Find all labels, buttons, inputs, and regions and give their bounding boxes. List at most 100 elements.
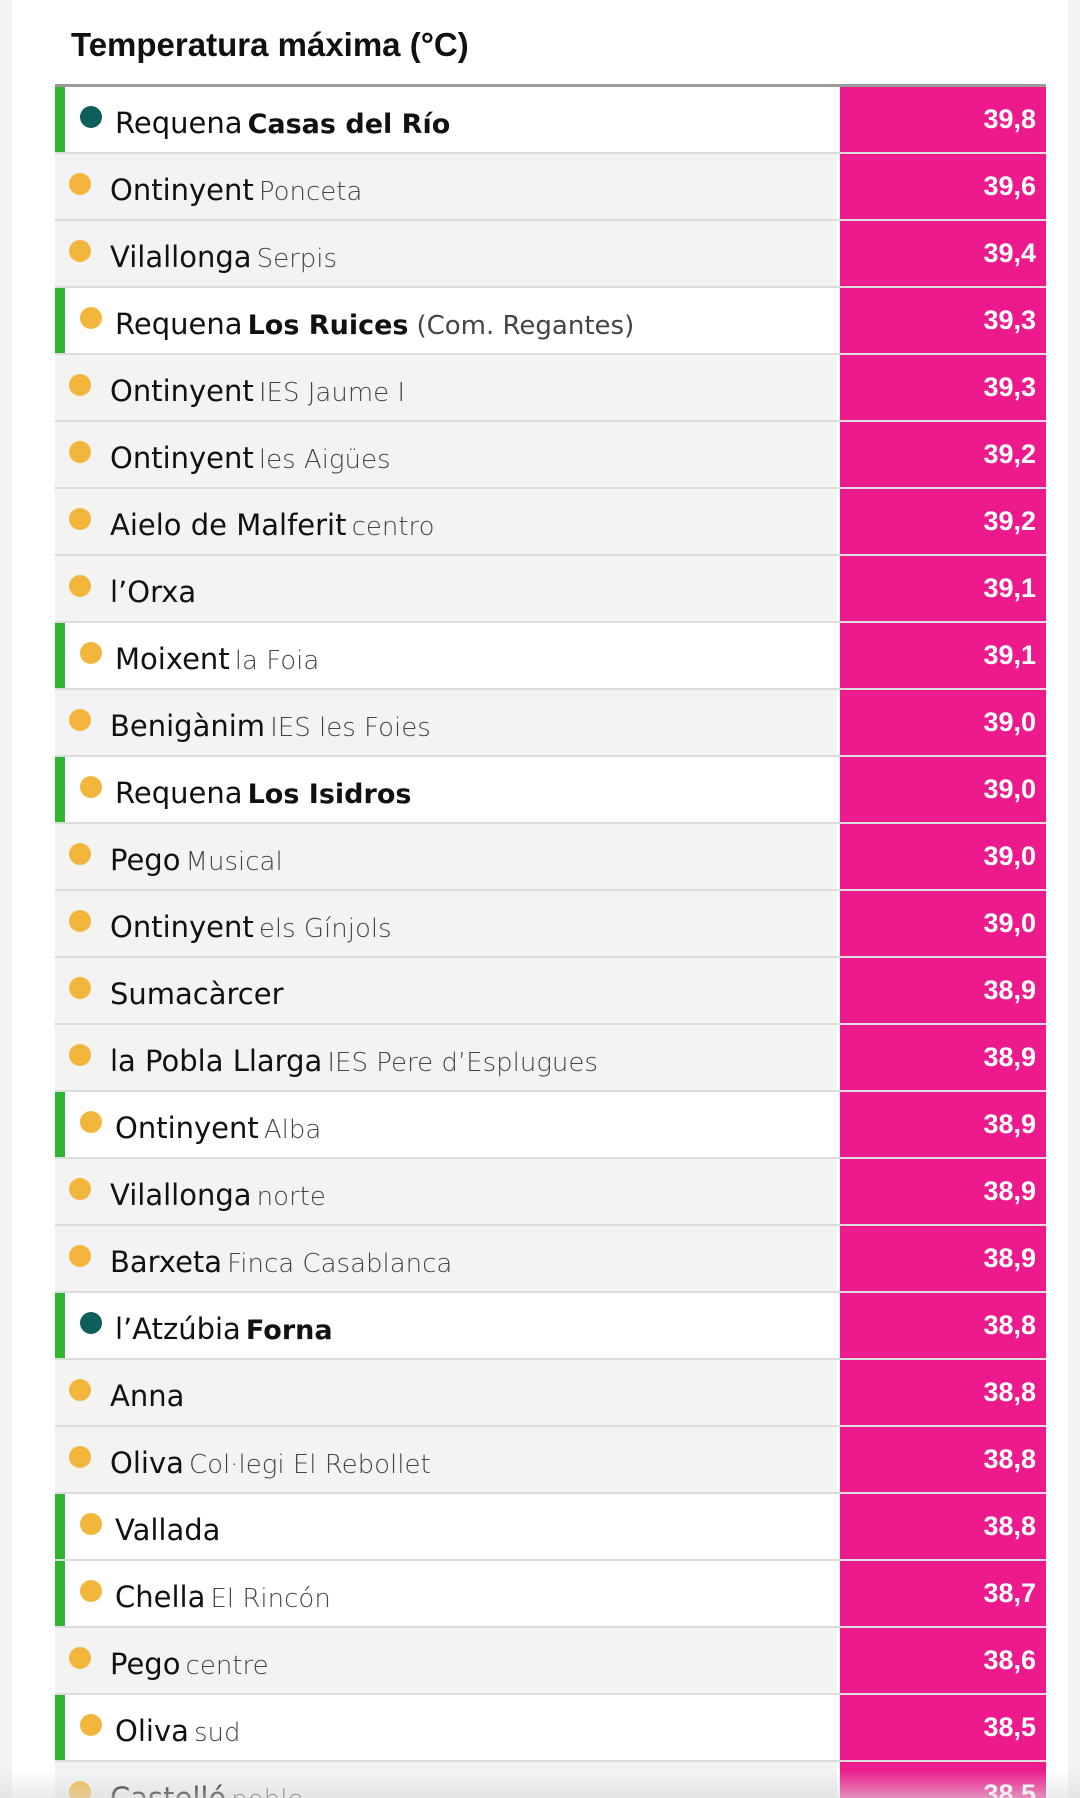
station-label: Ontinyent les Aigües bbox=[110, 422, 391, 499]
station-name-cell[interactable]: Vilallonga norte bbox=[55, 1159, 837, 1224]
sun-dot-icon bbox=[69, 1178, 91, 1200]
station-label: Requena Casas del Río bbox=[115, 87, 450, 164]
location-name: Alba bbox=[263, 1115, 322, 1145]
temperature-value: 38,9 bbox=[840, 1226, 1046, 1291]
sun-dot-icon bbox=[69, 1781, 91, 1798]
table-row[interactable]: Anna 38,8 bbox=[55, 1360, 1046, 1427]
temperature-value: 39,0 bbox=[840, 891, 1046, 956]
station-name-cell[interactable]: Oliva sud bbox=[55, 1695, 837, 1760]
table-row[interactable]: Ontinyent les Aigües 39,2 bbox=[55, 422, 1046, 489]
temperature-value: 38,9 bbox=[840, 1159, 1046, 1224]
table-row[interactable]: Benigànim IES les Foies 39,0 bbox=[55, 690, 1046, 757]
table-row[interactable]: la Pobla Llarga IES Pere d’Esplugues 38,9 bbox=[55, 1025, 1046, 1092]
town-name: Aielo de Malferit bbox=[110, 508, 347, 542]
station-label: Vallada bbox=[115, 1494, 220, 1571]
town-name: Sumacàrcer bbox=[110, 977, 284, 1011]
sun-dot-icon bbox=[80, 1714, 102, 1736]
station-label: Requena Los Isidros bbox=[115, 757, 411, 834]
town-name: Vilallonga bbox=[110, 1178, 252, 1212]
table-row[interactable]: Pego centre 38,6 bbox=[55, 1628, 1046, 1695]
sun-dot-icon bbox=[80, 1580, 102, 1602]
table-row[interactable]: l’Atzúbia Forna 38,8 bbox=[55, 1293, 1046, 1360]
station-name-cell[interactable]: l’Orxa bbox=[55, 556, 837, 621]
temperature-value: 39,0 bbox=[840, 690, 1046, 755]
station-label: Sumacàrcer bbox=[110, 958, 284, 1035]
table-row[interactable]: Sumacàrcer 38,9 bbox=[55, 958, 1046, 1025]
table-row[interactable]: Ontinyent Ponceta 39,6 bbox=[55, 154, 1046, 221]
table-row[interactable]: Barxeta Finca Casablanca 38,9 bbox=[55, 1226, 1046, 1293]
station-name-cell[interactable]: la Pobla Llarga IES Pere d’Esplugues bbox=[55, 1025, 837, 1090]
table-row[interactable]: Vallada 38,8 bbox=[55, 1494, 1046, 1561]
location-name: els Gínjols bbox=[258, 914, 392, 944]
teal-dot-icon bbox=[80, 1312, 102, 1334]
town-name: Oliva bbox=[115, 1714, 189, 1748]
sun-dot-icon bbox=[69, 910, 91, 932]
sun-dot-icon bbox=[69, 508, 91, 530]
station-name-cell[interactable]: Ontinyent les Aigües bbox=[55, 422, 837, 487]
location-name: Ponceta bbox=[258, 177, 363, 207]
sun-dot-icon bbox=[69, 977, 91, 999]
station-name-cell[interactable]: Requena Los Ruices (Com. Regantes) bbox=[55, 288, 837, 353]
table-row[interactable]: Requena Los Ruices (Com. Regantes) 39,3 bbox=[55, 288, 1046, 355]
station-name-cell[interactable]: Ontinyent IES Jaume I bbox=[55, 355, 837, 420]
station-name-cell[interactable]: Ontinyent els Gínjols bbox=[55, 891, 837, 956]
temperature-value: 39,0 bbox=[840, 757, 1046, 822]
table-row[interactable]: Ontinyent els Gínjols 39,0 bbox=[55, 891, 1046, 958]
location-name: norte bbox=[256, 1182, 326, 1212]
station-label: Pego centre bbox=[110, 1628, 269, 1705]
station-label: Vilallonga norte bbox=[110, 1159, 326, 1236]
location-name: El Rincón bbox=[210, 1584, 331, 1614]
table-row[interactable]: Vilallonga Serpis 39,4 bbox=[55, 221, 1046, 288]
town-name: Pego bbox=[110, 1647, 181, 1681]
location-name: Los Ruices bbox=[247, 310, 409, 341]
location-name: sud bbox=[193, 1718, 241, 1748]
station-name-cell[interactable]: Pego Musical bbox=[55, 824, 837, 889]
station-name-cell[interactable]: Pego centre bbox=[55, 1628, 837, 1693]
table-row[interactable]: l’Orxa 39,1 bbox=[55, 556, 1046, 623]
station-name-cell[interactable]: Ontinyent Alba bbox=[55, 1092, 837, 1157]
station-name-cell[interactable]: Castelló poble bbox=[55, 1762, 837, 1798]
station-name-cell[interactable]: Requena Casas del Río bbox=[55, 87, 837, 152]
table-row[interactable]: Chella El Rincón 38,7 bbox=[55, 1561, 1046, 1628]
station-name-cell[interactable]: Benigànim IES les Foies bbox=[55, 690, 837, 755]
table-row[interactable]: Ontinyent IES Jaume I 39,3 bbox=[55, 355, 1046, 422]
town-name: Oliva bbox=[110, 1446, 184, 1480]
sun-dot-icon bbox=[69, 374, 91, 396]
table-row[interactable]: Oliva Col·legi El Rebollet 38,8 bbox=[55, 1427, 1046, 1494]
station-name-cell[interactable]: Ontinyent Ponceta bbox=[55, 154, 837, 219]
station-name-cell[interactable]: Aielo de Malferit centro bbox=[55, 489, 837, 554]
location-name: Musical bbox=[185, 847, 283, 877]
station-name-cell[interactable]: Barxeta Finca Casablanca bbox=[55, 1226, 837, 1291]
station-label: Ontinyent IES Jaume I bbox=[110, 355, 405, 432]
table-row[interactable]: Ontinyent Alba 38,9 bbox=[55, 1092, 1046, 1159]
station-label: Pego Musical bbox=[110, 824, 283, 901]
station-name-cell[interactable]: l’Atzúbia Forna bbox=[55, 1293, 837, 1358]
station-name-cell[interactable]: Vilallonga Serpis bbox=[55, 221, 837, 286]
sun-dot-icon bbox=[69, 1647, 91, 1669]
temperature-value: 39,2 bbox=[840, 422, 1046, 487]
location-name: Forna bbox=[245, 1315, 333, 1346]
table-row[interactable]: Requena Los Isidros 39,0 bbox=[55, 757, 1046, 824]
table-row[interactable]: Requena Casas del Río 39,8 bbox=[55, 87, 1046, 154]
location-name: IES Jaume I bbox=[258, 378, 406, 408]
sun-dot-icon bbox=[80, 776, 102, 798]
station-label: l’Atzúbia Forna bbox=[115, 1293, 333, 1370]
station-name-cell[interactable]: Sumacàrcer bbox=[55, 958, 837, 1023]
station-name-cell[interactable]: Moixent la Foia bbox=[55, 623, 837, 688]
table-row[interactable]: Pego Musical 39,0 bbox=[55, 824, 1046, 891]
station-name-cell[interactable]: Chella El Rincón bbox=[55, 1561, 837, 1626]
table-row[interactable]: Oliva sud 38,5 bbox=[55, 1695, 1046, 1762]
table-row[interactable]: Castelló poble 38,5 bbox=[55, 1762, 1046, 1798]
temperature-value: 38,8 bbox=[840, 1494, 1046, 1559]
station-name-cell[interactable]: Vallada bbox=[55, 1494, 837, 1559]
table-row[interactable]: Moixent la Foia 39,1 bbox=[55, 623, 1046, 690]
station-label: Oliva Col·legi El Rebollet bbox=[110, 1427, 431, 1504]
station-name-cell[interactable]: Anna bbox=[55, 1360, 837, 1425]
table-row[interactable]: Vilallonga norte 38,9 bbox=[55, 1159, 1046, 1226]
sun-dot-icon bbox=[69, 173, 91, 195]
table-row[interactable]: Aielo de Malferit centro 39,2 bbox=[55, 489, 1046, 556]
location-name: les Aigües bbox=[258, 445, 391, 475]
station-name-cell[interactable]: Requena Los Isidros bbox=[55, 757, 837, 822]
station-name-cell[interactable]: Oliva Col·legi El Rebollet bbox=[55, 1427, 837, 1492]
station-label: Ontinyent Ponceta bbox=[110, 154, 362, 231]
